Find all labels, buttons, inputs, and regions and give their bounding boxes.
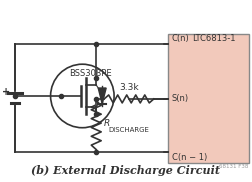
- Bar: [168, 34, 249, 163]
- Text: 68131 F38: 68131 F38: [219, 164, 248, 169]
- Text: C(n): C(n): [172, 34, 190, 43]
- Circle shape: [51, 64, 114, 128]
- Polygon shape: [98, 88, 106, 104]
- Text: BSS308PE: BSS308PE: [69, 69, 112, 78]
- Text: LTC6813-1: LTC6813-1: [193, 34, 236, 43]
- Text: R: R: [104, 119, 110, 128]
- Text: +: +: [2, 87, 10, 97]
- Text: S(n): S(n): [172, 94, 189, 103]
- Text: 3.3k: 3.3k: [119, 83, 139, 92]
- Text: C(n − 1): C(n − 1): [172, 153, 207, 162]
- Text: DISCHARGE: DISCHARGE: [108, 127, 149, 133]
- Text: (b) External Discharge Circuit: (b) External Discharge Circuit: [32, 165, 220, 176]
